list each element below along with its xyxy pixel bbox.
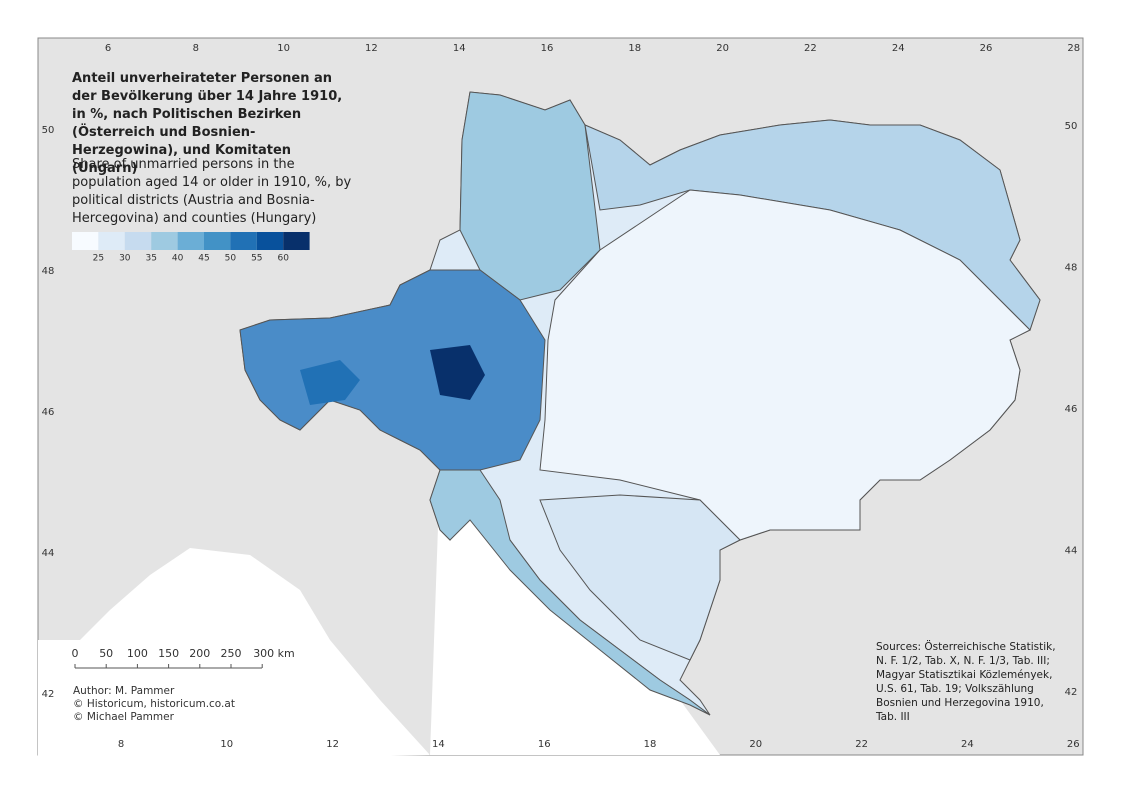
author-line: © Historicum, historicum.co.at [73, 698, 235, 710]
legend-swatch [124, 232, 152, 250]
lon-label-top: 28 [1067, 43, 1080, 54]
lat-label-right: 46 [1065, 404, 1078, 415]
legend-swatch [230, 232, 257, 250]
legend-swatch [151, 232, 178, 250]
legend-label: 30 [119, 254, 131, 264]
lon-label-bottom: 18 [644, 739, 657, 750]
legend-label: 40 [172, 254, 184, 264]
legend-label: 45 [198, 254, 209, 264]
sea [38, 470, 720, 760]
styria-dark [430, 345, 485, 400]
legend-swatch [72, 232, 99, 250]
legend-swatch [98, 232, 125, 250]
subtitle: Share of unmarried persons in the popula… [72, 157, 352, 226]
lon-label-top: 10 [277, 43, 290, 54]
legend-swatch [204, 232, 231, 250]
lat-label-right: 48 [1065, 263, 1078, 274]
author-line: © Michael Pammer [73, 711, 175, 723]
lat-label-right: 42 [1065, 687, 1078, 698]
hungary [539, 189, 1031, 541]
sources: Sources: Österreichische Statistik, N. F… [876, 641, 1056, 723]
lon-label-top: 16 [541, 43, 554, 54]
legend-label: 60 [277, 254, 289, 264]
lon-label-top: 12 [365, 43, 378, 54]
lon-label-bottom: 14 [432, 739, 445, 750]
scale-label: 200 [189, 647, 210, 660]
lat-label-left: 44 [42, 548, 55, 559]
legend-label: 35 [145, 254, 156, 264]
lon-label-top: 26 [980, 43, 993, 54]
lat-label-left: 42 [42, 689, 55, 700]
legend-label: 25 [93, 254, 104, 264]
scale-label: 150 [158, 647, 179, 660]
lat-label-right: 50 [1065, 121, 1078, 132]
scale-label: 50 [99, 647, 113, 660]
legend-swatch [177, 232, 204, 250]
legend-label: 50 [225, 254, 237, 264]
title: Anteil unverheirateter Personen an der B… [72, 71, 343, 176]
lon-label-top: 14 [453, 43, 466, 54]
lon-label-bottom: 16 [538, 739, 551, 750]
scale-label: 0 [72, 647, 79, 660]
lon-label-bottom: 12 [326, 739, 339, 750]
lon-label-bottom: 26 [1067, 739, 1080, 750]
lon-label-bottom: 22 [855, 739, 868, 750]
bosnia [539, 494, 741, 661]
lon-label-top: 6 [105, 43, 111, 54]
lon-label-bottom: 10 [220, 739, 233, 750]
lon-label-bottom: 24 [961, 739, 974, 750]
bohemia-moravia [459, 91, 601, 301]
lon-label-bottom: 8 [118, 739, 124, 750]
legend-label: 55 [251, 254, 262, 264]
lat-label-right: 44 [1065, 546, 1078, 557]
lon-label-top: 22 [804, 43, 817, 54]
lon-label-top: 8 [193, 43, 199, 54]
dalmatia [429, 469, 711, 716]
lon-label-top: 20 [716, 43, 729, 54]
legend-swatch [256, 232, 284, 250]
lat-label-left: 48 [42, 266, 55, 277]
lat-label-left: 46 [42, 407, 55, 418]
lon-label-top: 18 [628, 43, 641, 54]
scale-label: 250 [221, 647, 242, 660]
author-line: Author: M. Pammer [73, 685, 175, 697]
legend-swatch [283, 232, 310, 250]
scale-label: 100 [127, 647, 148, 660]
lat-label-left: 50 [42, 125, 55, 136]
scale-label: 300 km [253, 647, 295, 660]
lon-label-top: 24 [892, 43, 905, 54]
tyrol-dark [300, 360, 360, 405]
lon-label-bottom: 20 [749, 739, 762, 750]
